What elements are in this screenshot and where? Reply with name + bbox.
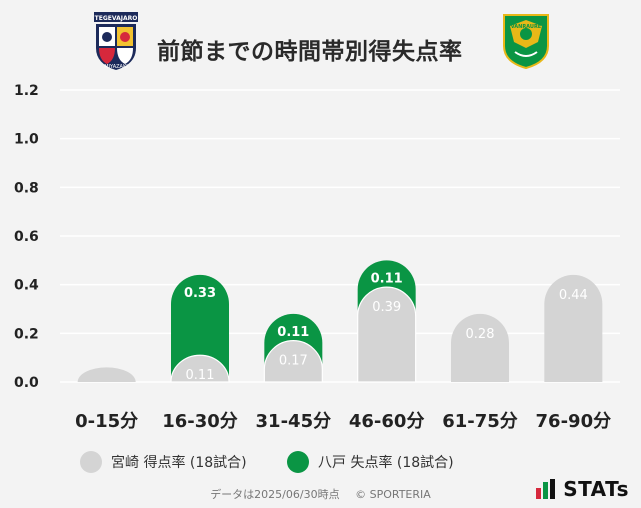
bar-home (357, 286, 417, 383)
y-tick-label: 0.8 (14, 180, 39, 196)
bar-home (170, 354, 230, 383)
bar-home (451, 313, 509, 382)
bar-home (544, 274, 603, 382)
data-label-away: 0.33 (184, 286, 216, 301)
legend-item-away: 八戸 失点率 (18試合) (287, 448, 454, 476)
legend-item-home: 宮崎 得点率 (18試合) (80, 448, 247, 476)
x-tick-label: 0-15分 (75, 411, 138, 432)
legend-label-home: 宮崎 得点率 (18試合) (111, 455, 247, 471)
chart-title: 前節までの時間帯別得失点率 (157, 39, 463, 65)
data-label-home: 0.28 (466, 327, 495, 342)
y-tick-label: 1.2 (14, 83, 39, 99)
bar-home (77, 367, 136, 382)
chart-header: TEGEVAJARO MIYAZAKI 前節までの時間帯別得失点率 VANRAU… (0, 10, 641, 74)
data-label-home: 0.39 (372, 300, 401, 315)
copyright: © SPORTERIA (355, 488, 431, 501)
home-crest-text-top: TEGEVAJARO (95, 15, 138, 22)
x-tick-label: 61-75分 (442, 411, 518, 432)
data-label-away: 0.11 (371, 271, 403, 286)
stacked-bar-chart: 0.0 0.2 0.4 0.6 0.8 1.0 1.2 0-15分 0.11 0.33 16-30分… (14, 83, 620, 432)
y-tick-label: 1.0 (14, 132, 39, 148)
bar-home (263, 340, 323, 383)
data-label-home: 0.44 (559, 288, 588, 303)
bar-away (171, 274, 229, 382)
y-tick-label: 0.4 (14, 278, 39, 294)
stats-brand-logo: STATs (535, 476, 629, 502)
y-tick-label: 0.0 (14, 375, 39, 391)
x-tick-label: 76-90分 (536, 411, 612, 432)
data-label-home: 0.17 (279, 354, 308, 369)
footer: データは2025/06/30時点 © SPORTERIA (0, 486, 641, 502)
data-label-home: 0.11 (186, 368, 215, 383)
home-team-crest: TEGEVAJARO MIYAZAKI (94, 12, 138, 70)
legend-swatch-home (80, 451, 102, 473)
stats-bars-icon (536, 479, 556, 499)
away-crest-text: VANRAURE (511, 24, 542, 30)
legend-label-away: 八戸 失点率 (18試合) (318, 455, 454, 471)
x-tick-label: 31-45分 (256, 411, 332, 432)
y-tick-label: 0.2 (14, 326, 39, 342)
legend: 宮崎 得点率 (18試合) 八戸 失点率 (18試合) (0, 448, 641, 476)
data-label-away: 0.11 (277, 325, 309, 340)
legend-swatch-away (287, 451, 309, 473)
x-tick-label: 46-60分 (349, 411, 425, 432)
stats-label: STATs (563, 477, 629, 501)
home-crest-text-bottom: MIYAZAKI (104, 64, 127, 70)
y-tick-label: 0.6 (14, 229, 39, 245)
data-date-note: データは2025/06/30時点 (210, 488, 340, 501)
away-team-crest: VANRAURE (503, 14, 549, 70)
x-tick-label: 16-30分 (162, 411, 238, 432)
